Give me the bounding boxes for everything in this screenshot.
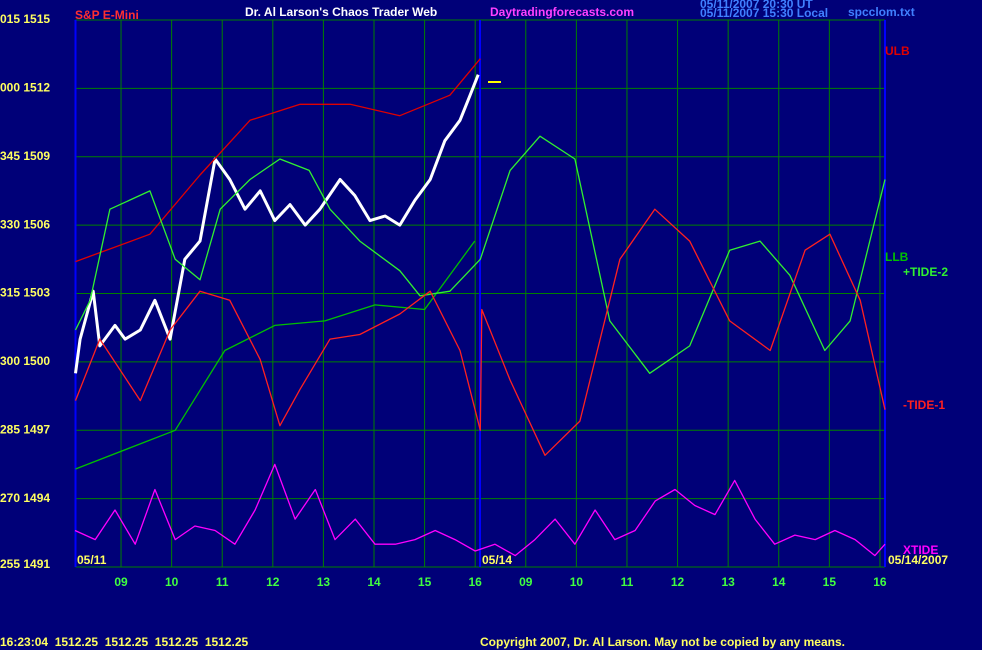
x-tick-label: 16: [873, 575, 887, 589]
indicator-line: [75, 58, 481, 263]
series-label: S&P E-Mini: [75, 8, 139, 22]
x-tick-label: 10: [570, 575, 584, 589]
annotation: 05/11/2007 20:30 UT: [700, 0, 813, 11]
x-tick-label: 13: [721, 575, 735, 589]
x-tick-label: 09: [114, 575, 128, 589]
indicator-line: [74, 208, 886, 456]
series-label: ULB: [885, 44, 910, 58]
y-tick-label: 015 1515: [0, 12, 50, 26]
annotation: Copyright 2007, Dr. Al Larson. May not b…: [480, 635, 845, 649]
annotation: 16:23:04 1512.25 1512.25 1512.25 1512.25: [0, 635, 249, 649]
series-label: LLB: [885, 250, 909, 264]
x-tick-label: 16: [469, 575, 483, 589]
annotation: spcclom.txt: [848, 5, 915, 19]
y-tick-label: 345 1509: [0, 149, 50, 163]
series-label: XTIDE: [903, 543, 938, 557]
indicator-line: [74, 135, 886, 374]
x-tick-label: 13: [317, 575, 331, 589]
y-tick-label: 270 1494: [0, 491, 50, 505]
annotation: 05/11/2007 15:30 Local: [700, 6, 828, 20]
indicator-line: [74, 463, 886, 557]
series-label: -TIDE-1: [903, 398, 945, 412]
x-tick-label: 11: [621, 575, 634, 589]
x-tick-label: 12: [671, 575, 685, 589]
x-tick-label: 12: [266, 575, 280, 589]
y-tick-label: 285 1497: [0, 422, 50, 436]
y-tick-label: 255 1491: [0, 557, 50, 571]
x-tick-label: 15: [823, 575, 837, 589]
annotation: 05/11: [77, 553, 107, 567]
price-line: [74, 74, 480, 374]
y-tick-label: 000 1512: [0, 81, 50, 95]
indicator-line: [75, 240, 476, 470]
x-tick-label: 14: [367, 575, 381, 589]
chart-subtitle: Daytradingforecasts.com: [490, 5, 634, 19]
annotation: 05/14: [482, 553, 512, 567]
y-tick-label: 300 1500: [0, 354, 50, 368]
y-tick-label: 330 1506: [0, 217, 50, 231]
x-tick-label: 09: [519, 575, 533, 589]
x-tick-label: 14: [772, 575, 786, 589]
chart-title: Dr. Al Larson's Chaos Trader Web: [245, 5, 437, 19]
x-tick-label: 15: [418, 575, 432, 589]
annotation: 05/14/2007: [888, 553, 948, 567]
x-tick-label: 10: [165, 575, 179, 589]
series-label: +TIDE-2: [903, 265, 948, 279]
y-tick-label: 315 1503: [0, 286, 50, 300]
x-tick-label: 11: [216, 575, 229, 589]
